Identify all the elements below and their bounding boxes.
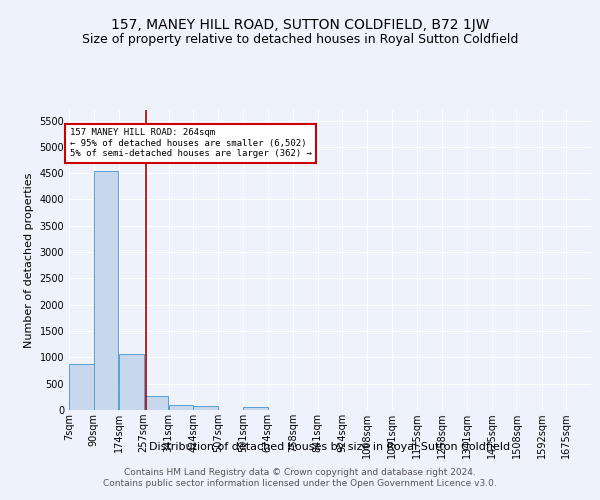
Bar [143,396,168,410]
Text: 157, MANEY HILL ROAD, SUTTON COLDFIELD, B72 1JW: 157, MANEY HILL ROAD, SUTTON COLDFIELD, … [111,18,489,32]
Bar [94,170,118,410]
Text: 157 MANEY HILL ROAD: 264sqm
← 95% of detached houses are smaller (6,502)
5% of s: 157 MANEY HILL ROAD: 264sqm ← 95% of det… [70,128,312,158]
Text: Size of property relative to detached houses in Royal Sutton Coldfield: Size of property relative to detached ho… [82,32,518,46]
Y-axis label: Number of detached properties: Number of detached properties [24,172,34,348]
Bar [243,407,268,410]
Bar [119,354,143,410]
Bar [69,364,94,410]
Text: Distribution of detached houses by size in Royal Sutton Coldfield: Distribution of detached houses by size … [149,442,511,452]
Text: Contains HM Land Registry data © Crown copyright and database right 2024.
Contai: Contains HM Land Registry data © Crown c… [103,468,497,487]
Bar [169,406,193,410]
Bar [193,406,218,410]
